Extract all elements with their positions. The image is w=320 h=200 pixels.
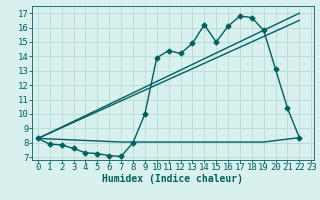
X-axis label: Humidex (Indice chaleur): Humidex (Indice chaleur) — [102, 174, 243, 184]
